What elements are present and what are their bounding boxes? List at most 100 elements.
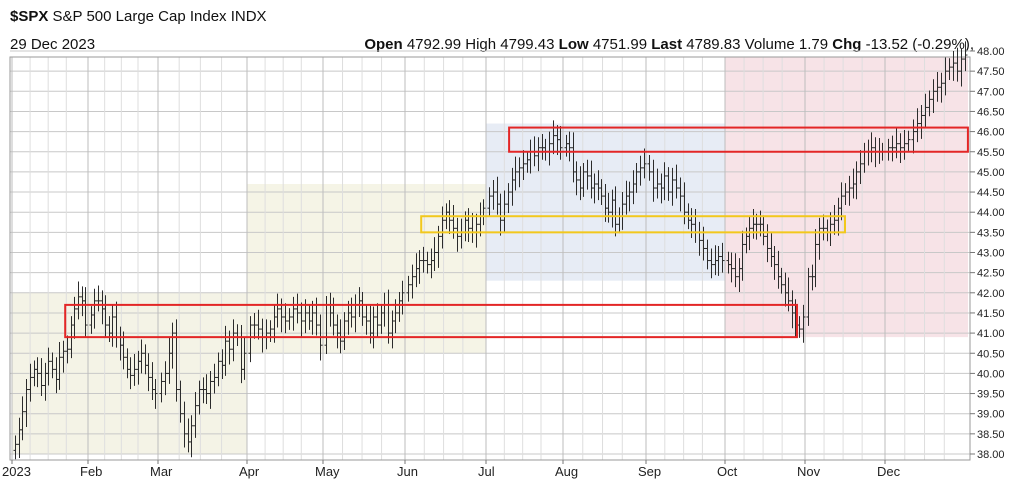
ohlc-bar: [902, 129, 907, 160]
index-name: S&P 500 Large Cap Index INDX: [52, 8, 267, 25]
ohlc-bar: [417, 250, 422, 284]
y-tick-label: 44.50: [977, 187, 1005, 199]
ohlc-bar: [634, 163, 639, 193]
high-value: 4799.43: [500, 36, 555, 53]
y-tick-label: 42.00: [977, 288, 1005, 300]
y-tick-label: 39.50: [977, 389, 1005, 401]
chg-value: -13.52 (-0.29%),: [865, 36, 974, 53]
ohlc-bar: [28, 363, 33, 402]
x-tick-label: 2023: [2, 464, 31, 479]
ohlc-bar: [606, 192, 611, 223]
ohlc-bar: [61, 340, 66, 373]
x-tick-label: Nov: [797, 464, 821, 479]
ohlc-bar: [13, 435, 18, 460]
ohlc-bar: [349, 297, 354, 328]
open-value: 4792.99: [406, 36, 462, 53]
ohlc-bar: [287, 308, 292, 330]
ohlc-bar: [670, 167, 675, 206]
ohlc-bar: [854, 161, 859, 200]
ohlc-bar: [858, 150, 863, 184]
ohlc-bar: [674, 164, 679, 199]
y-tick-label: 41.00: [977, 328, 1005, 340]
y-tick-label: 45.50: [977, 147, 1005, 159]
ohlc-bar: [39, 358, 44, 396]
ohlc-bar: [212, 363, 217, 394]
ohlc-bar: [821, 214, 826, 241]
ohlc-bar: [364, 304, 369, 335]
ohlc-bar: [46, 347, 51, 386]
y-tick-label: 47.00: [977, 86, 1005, 98]
ohlc-bar: [939, 72, 944, 103]
ohlc-bar: [406, 275, 411, 302]
ohlc-bar: [906, 130, 911, 153]
y-tick-label: 42.50: [977, 268, 1005, 280]
ohlc-bar: [189, 415, 194, 458]
annotation-box: [420, 215, 846, 234]
ohlc-bar: [248, 316, 253, 363]
ohlc-bar: [20, 396, 25, 441]
ohlc-bar: [832, 204, 837, 235]
ohlc-bar: [410, 264, 415, 299]
ohlc-bar: [159, 372, 164, 403]
ohlc-bar: [110, 304, 115, 347]
ohlc-bar: [642, 148, 647, 179]
ohlc-bar: [163, 361, 168, 396]
zone-shading: [725, 57, 968, 338]
ohlc-bar: [103, 295, 108, 338]
ohlc-bar: [890, 135, 895, 162]
ohlc-bar: [83, 287, 88, 338]
ohlc-bar: [927, 90, 932, 117]
ohlc-bar: [371, 306, 376, 349]
ohlc-bar: [76, 281, 81, 320]
x-tick-label: Oct: [717, 464, 738, 479]
volume-label: Volume: [744, 36, 795, 53]
ohlc-bar: [197, 380, 202, 415]
y-tick-label: 46.00: [977, 127, 1005, 139]
y-tick-label: 38.50: [977, 429, 1005, 441]
ohlc-bar: [911, 119, 916, 154]
ohlc-bar: [170, 322, 175, 369]
ohlc-bar: [440, 206, 445, 249]
ohlc-bar: [943, 57, 948, 96]
ohlc-bar: [502, 190, 507, 233]
x-tick-label: Jun: [397, 464, 418, 479]
y-tick-label: 45.00: [977, 167, 1005, 179]
ohlc-bar: [268, 320, 273, 342]
ohlc-bar: [963, 41, 968, 72]
ohlc-bar: [716, 246, 721, 276]
ohlc-bar: [720, 242, 725, 273]
y-tick-label: 43.50: [977, 227, 1005, 239]
open-label: Open: [364, 36, 403, 53]
ohlc-bar: [894, 128, 899, 159]
y-tick-label: 48.00: [977, 46, 1005, 58]
ohlc-bar: [638, 155, 643, 186]
ohlc-bar: [682, 182, 687, 225]
ohlc-bar: [705, 239, 710, 270]
ohlc-bar: [65, 335, 70, 364]
y-tick-label: 38.00: [977, 449, 1005, 461]
ohlc-bar: [375, 303, 380, 338]
ohlc-bar: [242, 337, 247, 380]
ohlc-bar: [740, 230, 745, 281]
ohlc-bar: [208, 370, 213, 409]
ohlc-bar: [291, 296, 296, 331]
ohlc-bar: [709, 248, 714, 279]
ohlc-summary: Open 4792.99 High 4799.43 Low 4751.99 La…: [364, 36, 974, 53]
ohlc-bar: [655, 168, 660, 199]
ohlc-bar: [146, 353, 151, 392]
ohlc-bar: [947, 58, 952, 81]
ohlc-bar: [256, 309, 261, 340]
ohlc-bar: [498, 193, 503, 236]
ohlc-bar: [536, 137, 541, 172]
ohlc-bar: [491, 179, 496, 210]
ohlc-bar: [92, 288, 97, 329]
ohlc-bar: [455, 217, 460, 252]
ohlc-bar: [592, 173, 597, 204]
ohlc-bar: [627, 181, 632, 212]
ohlc-bar: [153, 379, 158, 409]
ohlc-bar: [666, 167, 671, 201]
low-label: Low: [558, 36, 589, 53]
ohlc-bar: [779, 267, 784, 294]
ohlc-bar: [360, 291, 365, 326]
